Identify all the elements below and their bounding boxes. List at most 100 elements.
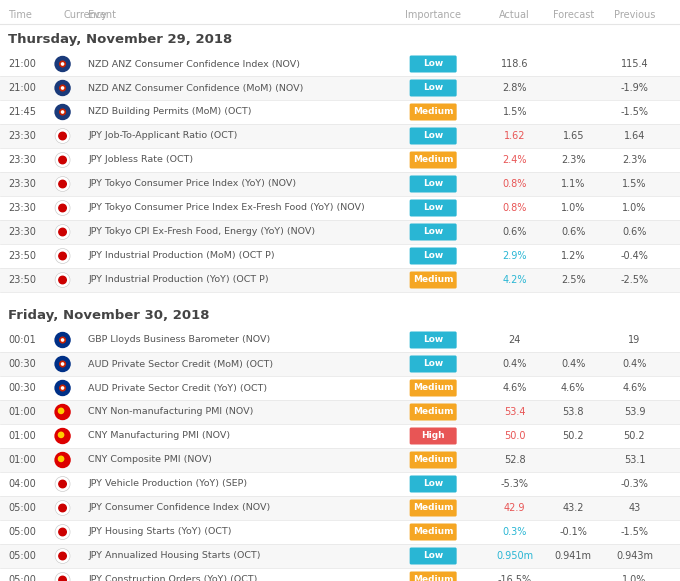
FancyBboxPatch shape xyxy=(409,403,457,421)
Text: 2.5%: 2.5% xyxy=(561,275,585,285)
Circle shape xyxy=(55,572,70,581)
Circle shape xyxy=(60,109,65,115)
Text: 01:00: 01:00 xyxy=(8,455,36,465)
Text: NZD Building Permits (MoM) (OCT): NZD Building Permits (MoM) (OCT) xyxy=(88,107,252,117)
Circle shape xyxy=(55,152,70,167)
Bar xyxy=(0,220,680,244)
Text: Previous: Previous xyxy=(614,10,655,20)
Circle shape xyxy=(55,332,70,347)
FancyBboxPatch shape xyxy=(409,248,457,264)
Text: 0.4%: 0.4% xyxy=(503,359,527,369)
Text: Medium: Medium xyxy=(413,528,454,536)
Text: AUD Private Sector Credit (YoY) (OCT): AUD Private Sector Credit (YoY) (OCT) xyxy=(88,383,267,393)
Text: 50.2: 50.2 xyxy=(562,431,584,441)
Bar xyxy=(0,100,680,124)
Text: 0.941m: 0.941m xyxy=(555,551,592,561)
Circle shape xyxy=(55,548,70,564)
Circle shape xyxy=(60,337,65,343)
Text: Thursday, November 29, 2018: Thursday, November 29, 2018 xyxy=(8,33,233,46)
Text: 1.5%: 1.5% xyxy=(622,179,647,189)
Text: High: High xyxy=(422,432,445,440)
Circle shape xyxy=(55,128,70,144)
Text: -16.5%: -16.5% xyxy=(498,575,532,581)
Text: 1.2%: 1.2% xyxy=(561,251,585,261)
Circle shape xyxy=(61,387,64,389)
Text: 00:30: 00:30 xyxy=(8,383,36,393)
Text: 4.6%: 4.6% xyxy=(561,383,585,393)
Circle shape xyxy=(55,224,70,239)
Circle shape xyxy=(55,357,70,371)
Text: JPY Construction Orders (YoY) (OCT): JPY Construction Orders (YoY) (OCT) xyxy=(88,576,258,581)
FancyBboxPatch shape xyxy=(409,356,457,372)
Text: Low: Low xyxy=(423,131,443,141)
Circle shape xyxy=(55,525,70,540)
Text: 0.6%: 0.6% xyxy=(561,227,585,237)
Circle shape xyxy=(55,476,70,492)
Circle shape xyxy=(58,228,67,236)
Circle shape xyxy=(55,500,70,515)
Text: CNY Manufacturing PMI (NOV): CNY Manufacturing PMI (NOV) xyxy=(88,432,231,440)
Text: Medium: Medium xyxy=(413,383,454,393)
Text: Medium: Medium xyxy=(413,156,454,164)
FancyBboxPatch shape xyxy=(409,224,457,241)
Text: Low: Low xyxy=(423,84,443,92)
Circle shape xyxy=(61,339,64,341)
Text: NZD ANZ Consumer Confidence (MoM) (NOV): NZD ANZ Consumer Confidence (MoM) (NOV) xyxy=(88,84,304,92)
Bar xyxy=(0,400,680,424)
Text: 1.65: 1.65 xyxy=(562,131,584,141)
Circle shape xyxy=(55,200,70,216)
Circle shape xyxy=(55,548,70,564)
Text: JPY Consumer Confidence Index (NOV): JPY Consumer Confidence Index (NOV) xyxy=(88,504,271,512)
Text: -0.3%: -0.3% xyxy=(621,479,648,489)
Bar xyxy=(0,424,680,448)
Text: 00:01: 00:01 xyxy=(8,335,36,345)
Text: CNY Composite PMI (NOV): CNY Composite PMI (NOV) xyxy=(88,456,212,464)
Text: 01:00: 01:00 xyxy=(8,407,36,417)
Text: 23:30: 23:30 xyxy=(8,203,36,213)
Text: -0.1%: -0.1% xyxy=(560,527,587,537)
Bar xyxy=(0,268,680,292)
Bar xyxy=(0,52,680,76)
Circle shape xyxy=(58,553,67,560)
Text: 05:00: 05:00 xyxy=(8,503,36,513)
Circle shape xyxy=(58,156,67,164)
Circle shape xyxy=(55,381,70,396)
Bar xyxy=(0,520,680,544)
Text: 23:30: 23:30 xyxy=(8,179,36,189)
Text: Time: Time xyxy=(8,10,32,20)
Text: JPY Vehicle Production (YoY) (SEP): JPY Vehicle Production (YoY) (SEP) xyxy=(88,479,248,489)
FancyBboxPatch shape xyxy=(409,451,457,468)
Text: Low: Low xyxy=(423,180,443,188)
Circle shape xyxy=(55,453,70,468)
Circle shape xyxy=(55,200,70,216)
Circle shape xyxy=(58,576,67,581)
Text: Friday, November 30, 2018: Friday, November 30, 2018 xyxy=(8,309,209,322)
Text: 23:50: 23:50 xyxy=(8,251,36,261)
FancyBboxPatch shape xyxy=(409,332,457,349)
Text: GBP Lloyds Business Barometer (NOV): GBP Lloyds Business Barometer (NOV) xyxy=(88,335,271,345)
Bar xyxy=(0,568,680,581)
Text: 21:45: 21:45 xyxy=(8,107,36,117)
Text: 53.8: 53.8 xyxy=(562,407,584,417)
Text: 19: 19 xyxy=(628,335,641,345)
Circle shape xyxy=(58,528,67,536)
Text: 4.6%: 4.6% xyxy=(503,383,527,393)
Circle shape xyxy=(60,385,65,391)
FancyBboxPatch shape xyxy=(409,199,457,217)
FancyBboxPatch shape xyxy=(409,56,457,73)
Circle shape xyxy=(61,87,64,89)
Text: Low: Low xyxy=(423,203,443,213)
Text: Forecast: Forecast xyxy=(553,10,594,20)
Bar xyxy=(0,328,680,352)
Text: 50.0: 50.0 xyxy=(504,431,526,441)
FancyBboxPatch shape xyxy=(409,103,457,120)
Text: 1.1%: 1.1% xyxy=(561,179,585,189)
Bar xyxy=(0,196,680,220)
Text: 0.8%: 0.8% xyxy=(503,203,527,213)
Text: JPY Jobless Rate (OCT): JPY Jobless Rate (OCT) xyxy=(88,156,194,164)
Circle shape xyxy=(55,453,70,468)
Text: Low: Low xyxy=(423,551,443,561)
Text: Medium: Medium xyxy=(413,456,454,464)
Circle shape xyxy=(55,272,70,288)
Text: 2.8%: 2.8% xyxy=(503,83,527,93)
